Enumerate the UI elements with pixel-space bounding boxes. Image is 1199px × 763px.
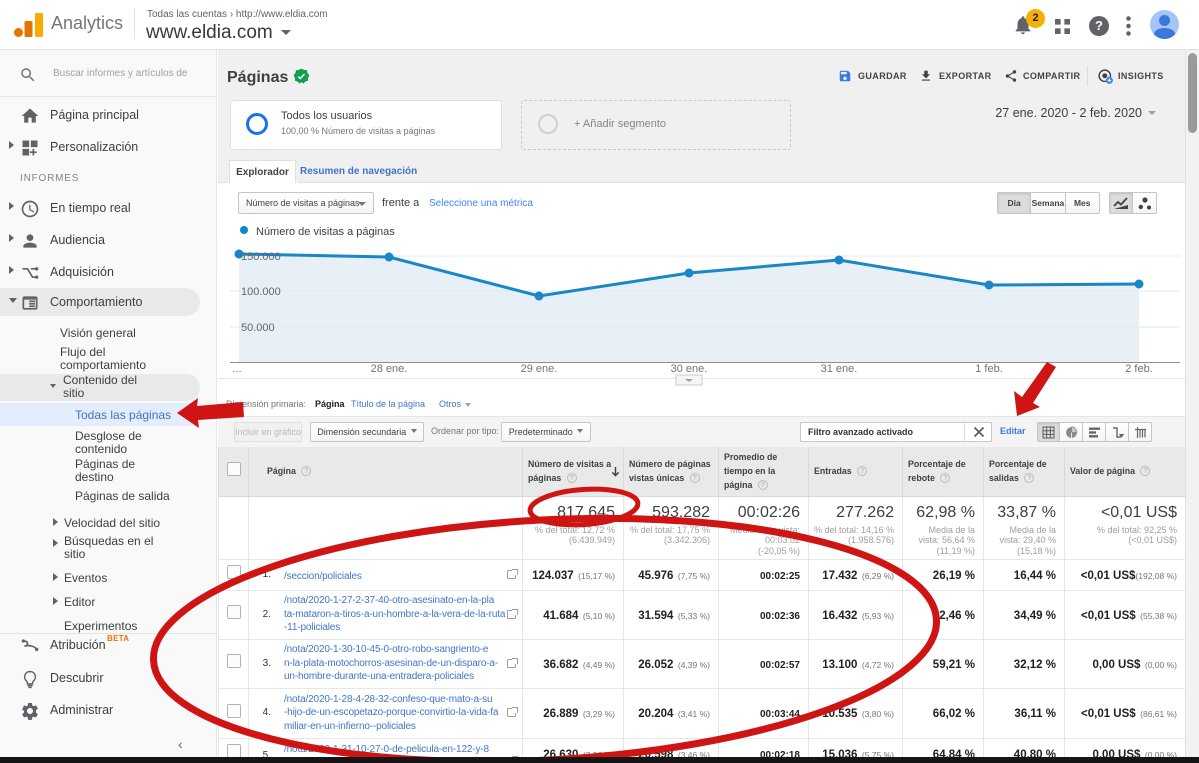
svg-text:31 ene.: 31 ene. — [821, 363, 858, 375]
svg-text:150.000: 150.000 — [241, 251, 281, 263]
svg-text:29 ene.: 29 ene. — [521, 363, 558, 375]
svg-text:...: ... — [232, 363, 241, 375]
svg-text:2 feb.: 2 feb. — [1125, 363, 1153, 375]
svg-text:100.000: 100.000 — [241, 286, 281, 298]
svg-text:50.000: 50.000 — [241, 322, 275, 334]
svg-text:30 ene.: 30 ene. — [671, 363, 708, 375]
svg-text:28 ene.: 28 ene. — [371, 363, 408, 375]
svg-text:1 feb.: 1 feb. — [975, 363, 1003, 375]
